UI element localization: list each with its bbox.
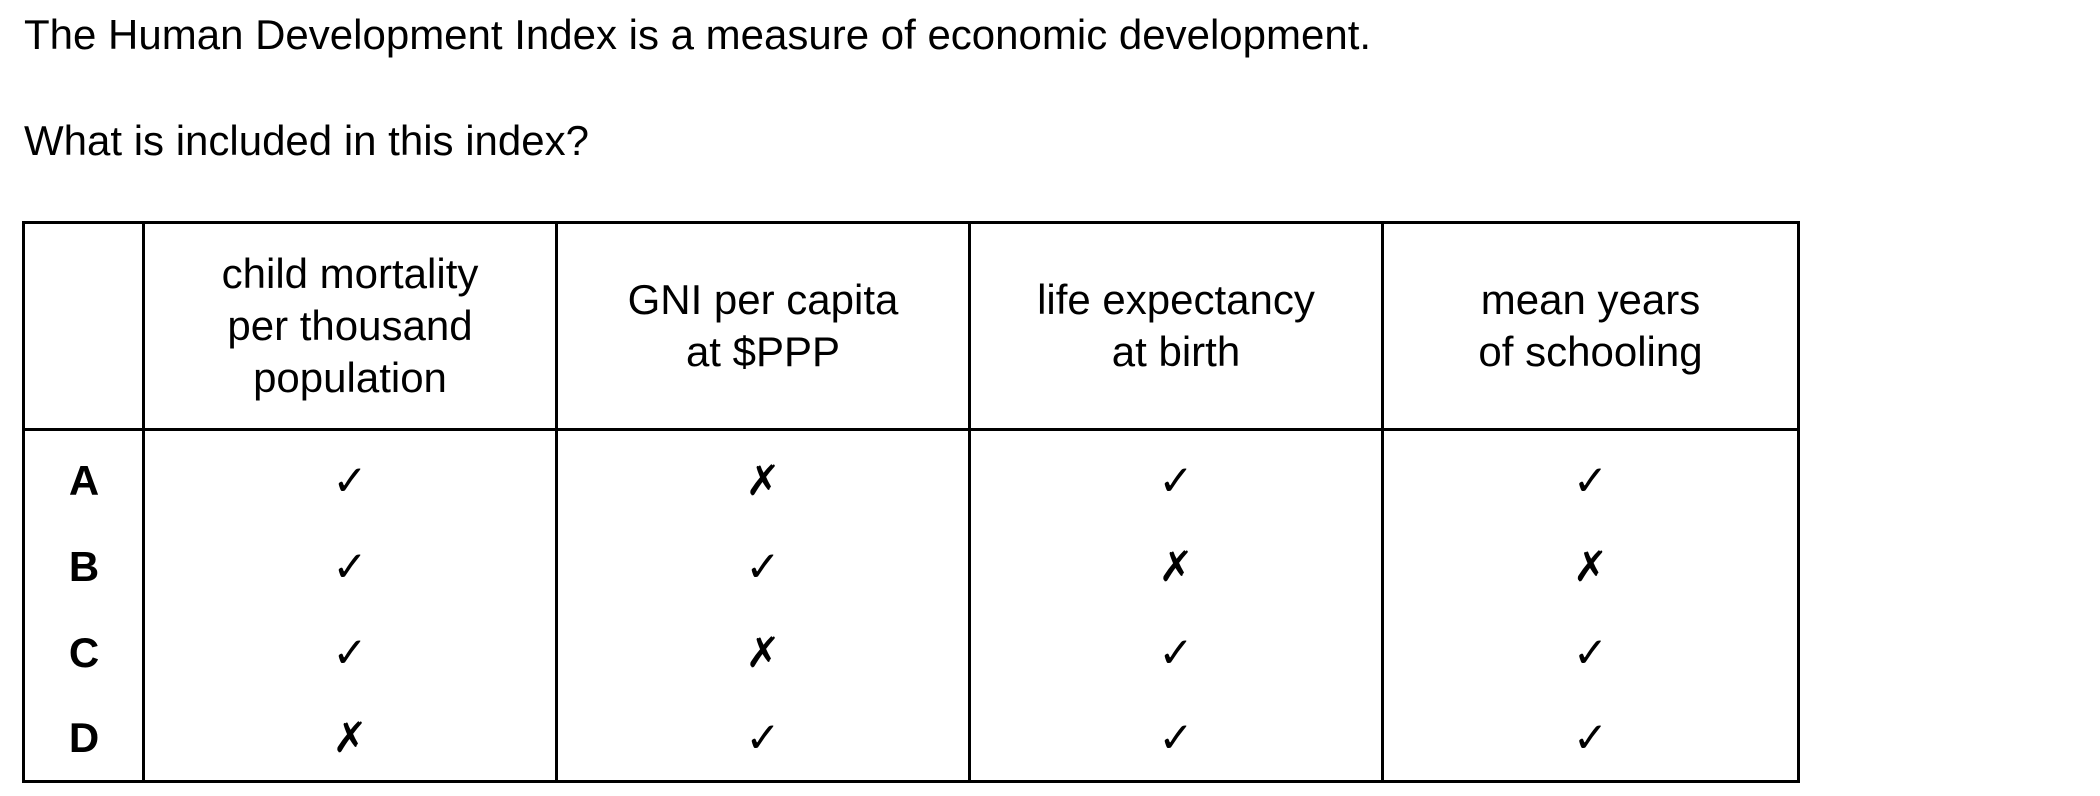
column-header-child-mortality: child mortality per thousand population: [145, 224, 555, 428]
question-statement: The Human Development Index is a measure…: [24, 11, 1372, 58]
option-label-b: B: [68, 543, 100, 590]
column-divider: [1381, 224, 1384, 780]
option-label-d: D: [68, 714, 100, 761]
column-divider: [555, 224, 558, 780]
column-divider: [142, 224, 145, 780]
column-header-label: life expectancy at birth: [1037, 276, 1315, 375]
column-divider: [968, 224, 971, 780]
tick-or-cross-mark: ✓: [745, 713, 781, 762]
tick-or-cross-mark: ✗: [332, 713, 368, 762]
option-label-a: A: [68, 457, 100, 504]
question-prompt: What is included in this index?: [24, 117, 589, 164]
tick-or-cross-mark: ✓: [1158, 713, 1194, 762]
tick-or-cross-mark: ✗: [745, 456, 781, 505]
column-header-schooling: mean years of schooling: [1384, 224, 1797, 428]
tick-or-cross-mark: ✗: [745, 628, 781, 677]
tick-or-cross-mark: ✓: [332, 542, 368, 591]
tick-or-cross-mark: ✓: [1158, 456, 1194, 505]
options-table: child mortality per thousand population …: [22, 221, 1800, 783]
tick-or-cross-mark: ✓: [332, 456, 368, 505]
column-header-life-expectancy: life expectancy at birth: [971, 224, 1381, 428]
tick-or-cross-mark: ✓: [1158, 628, 1194, 677]
tick-or-cross-mark: ✓: [1572, 456, 1609, 505]
tick-or-cross-mark: ✓: [1572, 628, 1609, 677]
tick-or-cross-mark: ✓: [745, 542, 781, 591]
tick-or-cross-mark: ✓: [1572, 713, 1609, 762]
column-header-label: mean years of schooling: [1478, 276, 1703, 375]
tick-or-cross-mark: ✓: [332, 628, 368, 677]
column-header-label: child mortality per thousand population: [221, 250, 479, 401]
option-label-c: C: [68, 629, 100, 676]
header-divider: [25, 428, 1797, 431]
column-header-gni: GNI per capita at $PPP: [558, 224, 968, 428]
column-header-label: GNI per capita at $PPP: [627, 276, 899, 375]
tick-or-cross-mark: ✗: [1158, 542, 1194, 591]
tick-or-cross-mark: ✗: [1572, 542, 1609, 591]
